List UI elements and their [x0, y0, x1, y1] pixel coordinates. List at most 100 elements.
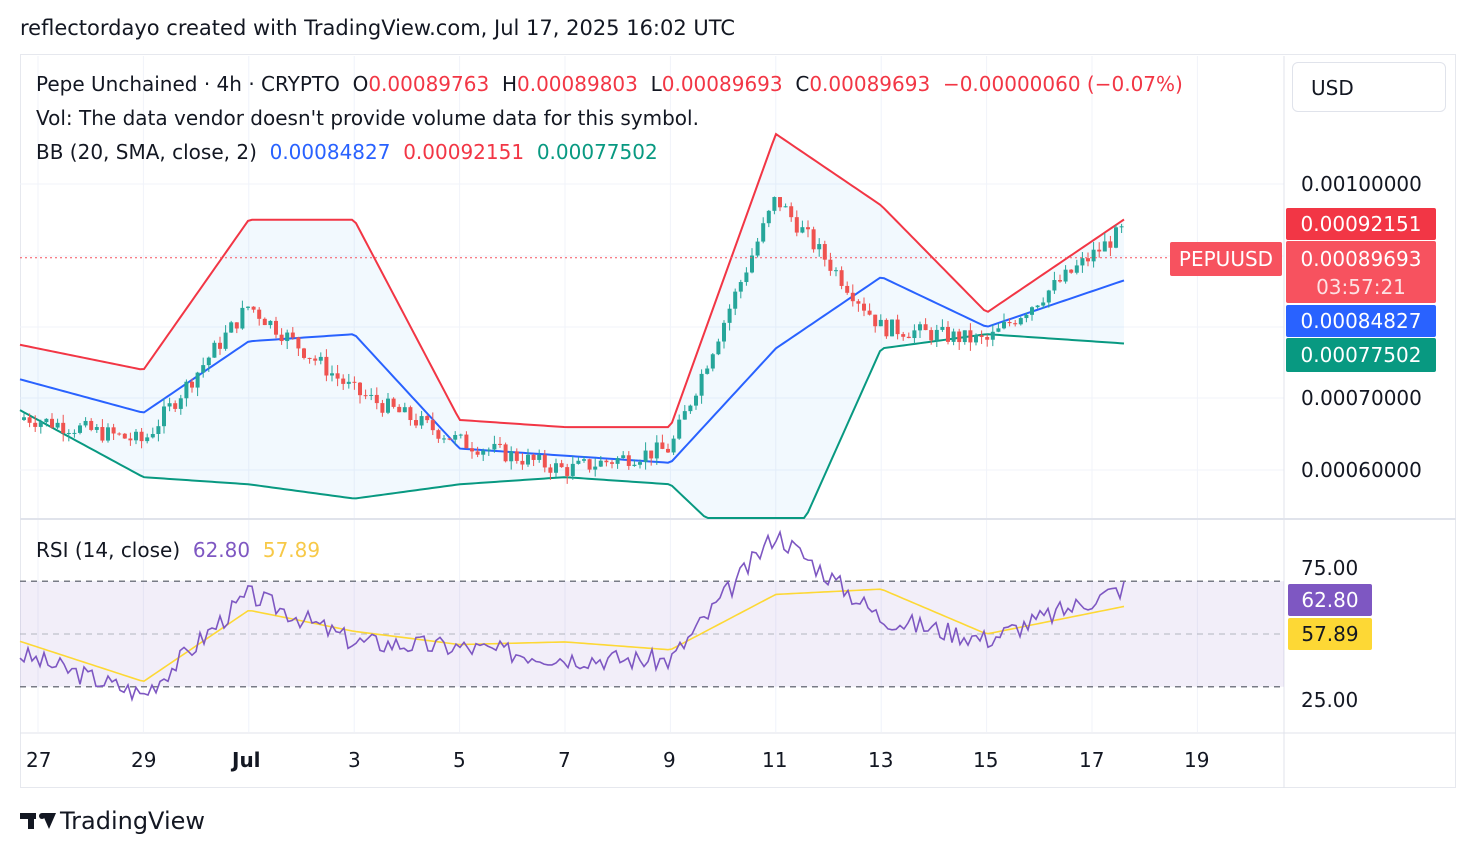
candle-body [369, 394, 374, 396]
rsi-ma-tag: 57.89 [1288, 618, 1372, 650]
candle-body [1063, 269, 1068, 282]
price-tick: 0.00100000 [1301, 172, 1422, 196]
candle-body [598, 460, 603, 467]
candle-body [330, 373, 334, 376]
candle-body [324, 356, 329, 376]
candle-body [582, 459, 586, 461]
candle-body [38, 422, 43, 427]
chart-frame [20, 54, 1456, 788]
candle-body [156, 426, 161, 434]
candle-body [425, 416, 430, 421]
last-price-value: 0.00089693 [1300, 247, 1422, 271]
candle-body [738, 282, 743, 292]
rsi-legend[interactable]: RSI (14, close) 62.80 57.89 [36, 538, 320, 562]
candle-body [554, 463, 558, 473]
candle-body [990, 331, 995, 340]
rsi-line [19, 529, 1125, 703]
candle-body [1080, 258, 1085, 266]
ohlc-legend: Pepe Unchained · 4h · CRYPTO O0.00089763… [36, 72, 1183, 96]
candle-body [296, 337, 301, 349]
rsi-ma-value: 57.89 [262, 538, 321, 562]
candle-body [61, 422, 66, 434]
bb-upper-tag: 0.00092151 [1286, 208, 1436, 240]
candle-body [50, 418, 54, 428]
tv-logo-icon [20, 810, 60, 832]
candle-body [386, 398, 390, 413]
candle-body [699, 373, 704, 396]
candle-body [178, 398, 183, 409]
candle-body [1002, 321, 1006, 329]
candle-body [822, 244, 827, 260]
candle-body [346, 381, 351, 384]
bar-countdown: 03:57:21 [1316, 275, 1406, 299]
price-tick: 0.00070000 [1301, 386, 1422, 410]
candle-body [447, 438, 452, 440]
candle-body [100, 427, 105, 441]
candle-body [167, 403, 172, 407]
candle-body [257, 309, 262, 319]
candle-body [391, 398, 396, 407]
time-tick: 7 [558, 748, 571, 772]
candle-body [1108, 241, 1113, 248]
candle-body [1058, 280, 1062, 282]
candle-body [492, 443, 497, 450]
candle-body [895, 319, 900, 335]
candle-body [934, 329, 939, 341]
candle-body [677, 419, 682, 439]
bb-basis-tag: 0.00084827 [1286, 305, 1436, 337]
bb-lower-line [19, 333, 1125, 519]
candle-body [1086, 258, 1090, 262]
candle-body [671, 438, 676, 453]
candle-body [246, 306, 250, 308]
candle-body [862, 303, 866, 311]
tv-logo-text: TradingView [60, 807, 206, 835]
candle-body [274, 320, 278, 335]
candle-body [946, 326, 950, 342]
candle-body [660, 442, 665, 449]
candle-body [878, 319, 883, 327]
symbol-line[interactable]: Pepe Unchained · 4h · CRYPTO [36, 72, 340, 96]
candle-body [570, 463, 575, 476]
tradingview-logo[interactable]: TradingView [20, 806, 205, 835]
bb-lower-tag: 0.00077502 [1286, 338, 1436, 372]
candle-body [755, 241, 760, 256]
candle-body [307, 357, 312, 359]
candle-body [565, 467, 570, 476]
bb-upper-value: 0.00092151 [403, 140, 525, 164]
candle-body [419, 416, 424, 426]
rsi-tick: 75.00 [1301, 556, 1359, 580]
bollinger-legend[interactable]: BB (20, SMA, close, 2) 0.00084827 0.0009… [36, 140, 658, 164]
candle-body [559, 463, 564, 468]
candle-body [576, 460, 581, 464]
candle-body [548, 467, 553, 473]
candle-body [974, 335, 978, 343]
candle-body [811, 229, 816, 250]
candle-body [27, 417, 32, 423]
candle-body [475, 451, 480, 455]
candle-body [470, 448, 474, 452]
candle-body [206, 357, 211, 366]
candle-body [906, 336, 911, 339]
change-value: −0.00000060 (−0.07%) [942, 72, 1183, 96]
candle-body [850, 292, 855, 302]
candle-body [621, 455, 626, 459]
candle-body [716, 341, 721, 355]
candle-body [1102, 241, 1107, 252]
time-tick: 3 [348, 748, 361, 772]
candle-body [839, 270, 844, 286]
candle-body [268, 320, 273, 326]
candle-body [285, 332, 290, 342]
time-tick: 17 [1079, 748, 1105, 772]
bb-band-fill [20, 134, 1124, 518]
candle-body [817, 244, 822, 250]
bb-basis-value: 0.00084827 [269, 140, 391, 164]
time-tick: 29 [131, 748, 157, 772]
low-label: L [650, 72, 662, 96]
currency-selector[interactable]: USD [1292, 62, 1446, 112]
bb-upper-line [19, 132, 1125, 429]
candle-body [1114, 227, 1118, 248]
candle-body [498, 443, 502, 445]
candle-body [615, 458, 620, 464]
candle-body [766, 210, 771, 224]
